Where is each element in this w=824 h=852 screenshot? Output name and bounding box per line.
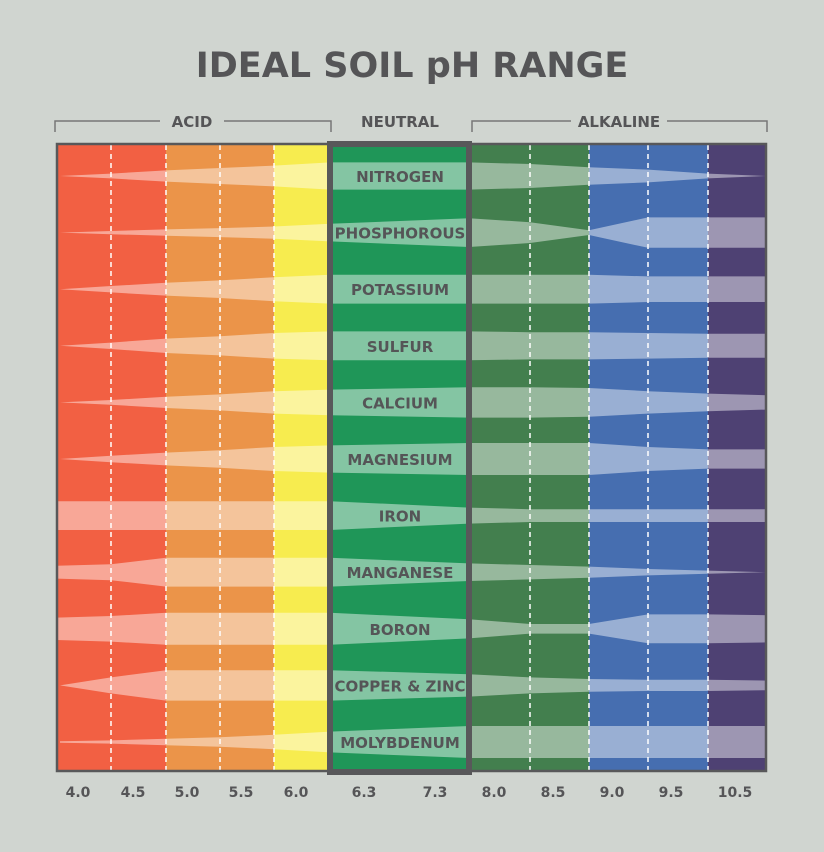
zone-label-neutral: NEUTRAL: [361, 113, 439, 131]
ph-column: [708, 145, 766, 770]
zone-label-alkaline: ALKALINE: [578, 113, 660, 131]
x-tick-label: 4.5: [121, 785, 146, 801]
x-tick-label: 9.0: [600, 785, 625, 801]
nutrient-band: [60, 217, 766, 248]
x-tick-label: 10.5: [718, 785, 753, 801]
nutrient-band: [60, 670, 766, 701]
x-tick-label: 5.0: [175, 785, 200, 801]
nutrient-label: BORON: [369, 621, 430, 639]
nutrient-label: SULFUR: [367, 338, 434, 356]
zone-label-acid: ACID: [172, 113, 213, 131]
x-tick-label: 6.0: [284, 785, 309, 801]
x-tick-label: 9.5: [659, 785, 684, 801]
neutral-frame: [327, 141, 472, 775]
x-tick-label: 7.3: [423, 785, 448, 801]
nutrient-band: [57, 612, 766, 645]
nutrient-label: CALCIUM: [362, 394, 438, 412]
x-tick-label: 4.0: [66, 785, 91, 801]
nutrient-band: [57, 557, 766, 587]
nutrient-label: IRON: [379, 508, 421, 526]
nutrient-label: NITROGEN: [356, 168, 444, 186]
x-tick-label: 8.0: [482, 785, 507, 801]
zone-alkaline-bracket: [471, 120, 768, 132]
nutrient-label: MOLYBDENUM: [340, 734, 460, 752]
nutrient-label: MANGANESE: [347, 564, 454, 582]
ph-column: [274, 145, 330, 770]
nutrient-label: POTASSIUM: [351, 281, 449, 299]
ph-column: [330, 145, 469, 770]
chart-title: IDEAL SOIL pH RANGE: [196, 46, 629, 86]
ph-column: [166, 145, 274, 770]
x-tick-label: 5.5: [229, 785, 254, 801]
ph-column: [57, 145, 166, 770]
zone-acid-bracket: [54, 120, 332, 132]
nutrient-label: PHOSPHOROUS: [335, 225, 466, 243]
nutrient-label: COPPER & ZINC: [334, 677, 465, 695]
x-tick-label: 8.5: [541, 785, 566, 801]
ph-column: [589, 145, 708, 770]
x-tick-label: 6.3: [352, 785, 377, 801]
nutrient-label: MAGNESIUM: [347, 451, 452, 469]
nutrient-band: [57, 501, 766, 530]
ph-column: [469, 145, 589, 770]
